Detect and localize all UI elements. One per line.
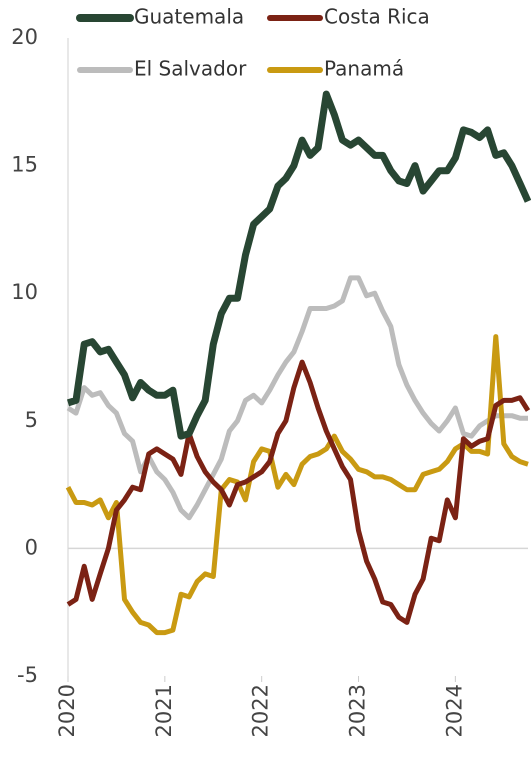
x-tick-label: 2022	[249, 684, 273, 737]
y-tick-label: 0	[25, 535, 38, 559]
y-tick-label: 15	[11, 153, 38, 177]
legend-label: El Salvador	[134, 57, 247, 81]
series-line	[66, 359, 531, 625]
legend-label: Guatemala	[134, 5, 244, 29]
y-tick-label: -5	[17, 663, 38, 687]
legend-label: Costa Rica	[324, 5, 430, 29]
x-tick-label: 2021	[152, 684, 176, 737]
x-tick-label: 2023	[346, 684, 370, 737]
series-line	[66, 90, 531, 440]
y-tick-label: 20	[11, 25, 38, 49]
series-line	[65, 334, 529, 636]
x-tick-label: 2024	[442, 684, 466, 737]
x-tick-label: 2020	[55, 684, 79, 737]
y-tick-label: 5	[25, 408, 38, 432]
y-tick-label: 10	[11, 280, 38, 304]
legend-label: Panamá	[324, 57, 404, 81]
